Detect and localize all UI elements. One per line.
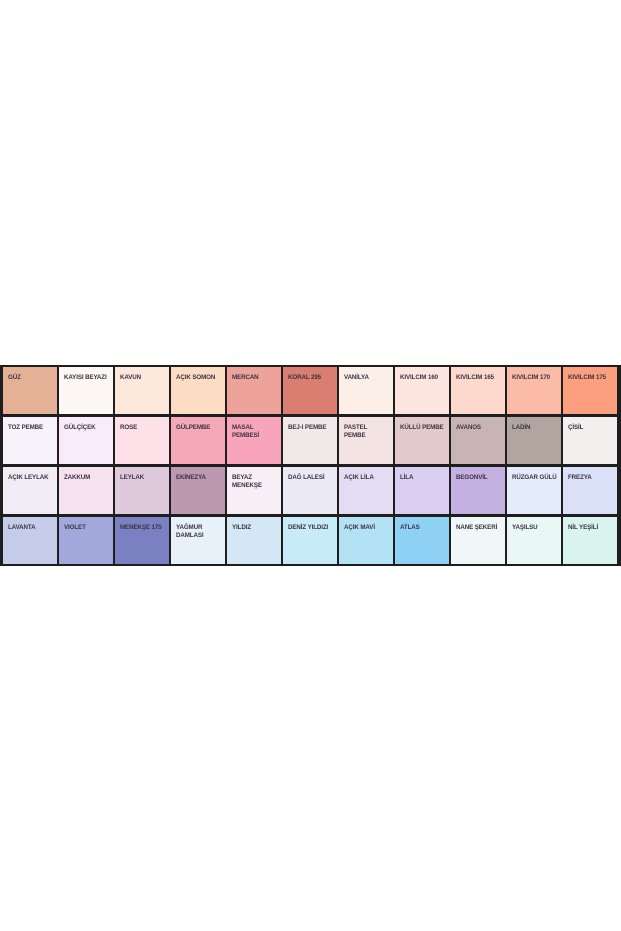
color-swatch[interactable]: VIOLET — [59, 517, 113, 564]
swatch-label: EKİNEZYA — [176, 474, 206, 481]
color-swatch[interactable]: AVANOS — [451, 417, 505, 464]
color-swatch[interactable]: KIVILCIM 165 — [451, 367, 505, 414]
swatch-label: KÜLLÜ PEMBE — [400, 424, 444, 431]
color-swatch[interactable]: YAĞMUR DAMLASI — [171, 517, 225, 564]
color-swatch[interactable]: FREZYA — [563, 467, 617, 514]
color-swatch-chart: GÜZ KAYISI BEYAZI KAVUN AÇIK SOMON MERCAN KOR… — [0, 365, 621, 566]
color-swatch[interactable]: EKİNEZYA — [171, 467, 225, 514]
swatch-label: BEYAZ MENEKŞE — [232, 474, 262, 489]
color-swatch[interactable]: ROSE — [115, 417, 169, 464]
color-swatch[interactable]: BEGONVİL — [451, 467, 505, 514]
swatch-label: KIVILCIM 170 — [512, 374, 550, 381]
color-swatch[interactable]: LAVANTA — [3, 517, 57, 564]
swatch-label: KIVILCIM 165 — [456, 374, 494, 381]
color-swatch[interactable]: ÇİSİL — [563, 417, 617, 464]
swatch-label: GÜLÇİÇEK — [64, 424, 96, 431]
swatch-label: PASTEL PEMBE — [344, 424, 368, 439]
color-swatch[interactable]: DENİZ YILDIZI — [283, 517, 337, 564]
swatch-label: ZAKKUM — [64, 474, 91, 481]
swatch-label: LAVANTA — [8, 524, 36, 531]
color-swatch[interactable]: MENEKŞE 175 — [115, 517, 169, 564]
color-swatch[interactable]: KORAL 295 — [283, 367, 337, 414]
color-swatch[interactable]: AÇIK LEYLAK — [3, 467, 57, 514]
swatch-label: LEYLAK — [120, 474, 145, 481]
swatch-label: KORAL 295 — [288, 374, 322, 381]
swatch-label: TOZ PEMBE — [8, 424, 44, 431]
swatch-label: VANİLYA — [344, 374, 369, 381]
swatch-label: BEGONVİL — [456, 474, 488, 481]
color-swatch[interactable]: KAVUN — [115, 367, 169, 414]
swatch-label: RÜZGAR GÜLÜ — [512, 474, 557, 481]
swatch-label: KAVUN — [120, 374, 142, 381]
color-swatch[interactable]: DAĞ LALESİ — [283, 467, 337, 514]
color-swatch[interactable]: AÇIK LİLA — [339, 467, 393, 514]
swatch-label: MERCAN — [232, 374, 259, 381]
color-swatch[interactable]: AÇIK MAVİ — [339, 517, 393, 564]
swatch-label: NİL YEŞİLİ — [568, 524, 599, 531]
color-swatch[interactable]: ATLAS — [395, 517, 449, 564]
color-swatch[interactable]: BEJ-I PEMBE — [283, 417, 337, 464]
color-swatch[interactable]: AÇIK SOMON — [171, 367, 225, 414]
swatch-label: LİLA — [400, 474, 414, 481]
color-swatch[interactable]: PASTEL PEMBE — [339, 417, 393, 464]
swatch-label: BEJ-I PEMBE — [288, 424, 327, 431]
color-swatch[interactable]: BEYAZ MENEKŞE — [227, 467, 281, 514]
swatch-label: YAĞMUR DAMLASI — [176, 524, 204, 539]
swatch-label: AÇIK LİLA — [344, 474, 374, 481]
swatch-label: AÇIK SOMON — [176, 374, 216, 381]
swatch-label: MENEKŞE 175 — [120, 524, 162, 531]
swatch-label: GÜZ — [8, 374, 21, 381]
color-swatch[interactable]: NANE ŞEKERİ — [451, 517, 505, 564]
swatch-label: AÇIK LEYLAK — [8, 474, 49, 481]
color-swatch[interactable]: RÜZGAR GÜLÜ — [507, 467, 561, 514]
color-swatch[interactable]: GÜZ — [3, 367, 57, 414]
color-swatch[interactable]: NİL YEŞİLİ — [563, 517, 617, 564]
color-swatch[interactable]: ZAKKUM — [59, 467, 113, 514]
color-swatch[interactable]: KAYISI BEYAZI — [59, 367, 113, 414]
swatch-label: YILDIZ — [232, 524, 251, 531]
color-swatch[interactable]: TOZ PEMBE — [3, 417, 57, 464]
swatch-label: AÇIK MAVİ — [344, 524, 375, 531]
swatch-label: NANE ŞEKERİ — [456, 524, 498, 531]
color-swatch[interactable]: YAŞILSU — [507, 517, 561, 564]
swatch-label: DENİZ YILDIZI — [288, 524, 329, 531]
swatch-label: ATLAS — [400, 524, 420, 531]
color-swatch[interactable]: KÜLLÜ PEMBE — [395, 417, 449, 464]
swatch-label: ROSE — [120, 424, 138, 431]
color-swatch[interactable]: KIVILCIM 160 — [395, 367, 449, 414]
swatch-label: KIVILCIM 160 — [400, 374, 438, 381]
color-swatch[interactable]: LİLA — [395, 467, 449, 514]
swatch-label: GÜLPEMBE — [176, 424, 211, 431]
color-swatch[interactable]: MASAL PEMBESİ — [227, 417, 281, 464]
swatch-label: KIVILCIM 175 — [568, 374, 606, 381]
swatch-label: KAYISI BEYAZI — [64, 374, 107, 381]
color-swatch[interactable]: LADİN — [507, 417, 561, 464]
swatch-label: VIOLET — [64, 524, 86, 531]
color-swatch[interactable]: KIVILCIM 170 — [507, 367, 561, 414]
color-swatch[interactable]: LEYLAK — [115, 467, 169, 514]
color-swatch[interactable]: KIVILCIM 175 — [563, 367, 617, 414]
swatch-label: AVANOS — [456, 424, 481, 431]
color-swatch[interactable]: GÜLÇİÇEK — [59, 417, 113, 464]
swatch-label: LADİN — [512, 424, 531, 431]
color-swatch[interactable]: VANİLYA — [339, 367, 393, 414]
swatch-label: YAŞILSU — [512, 524, 538, 531]
swatch-label: MASAL PEMBESİ — [232, 424, 260, 439]
swatch-label: FREZYA — [568, 474, 592, 481]
color-swatch[interactable]: MERCAN — [227, 367, 281, 414]
color-swatch[interactable]: GÜLPEMBE — [171, 417, 225, 464]
swatch-label: ÇİSİL — [568, 424, 584, 431]
color-swatch[interactable]: YILDIZ — [227, 517, 281, 564]
swatch-label: DAĞ LALESİ — [288, 474, 325, 481]
